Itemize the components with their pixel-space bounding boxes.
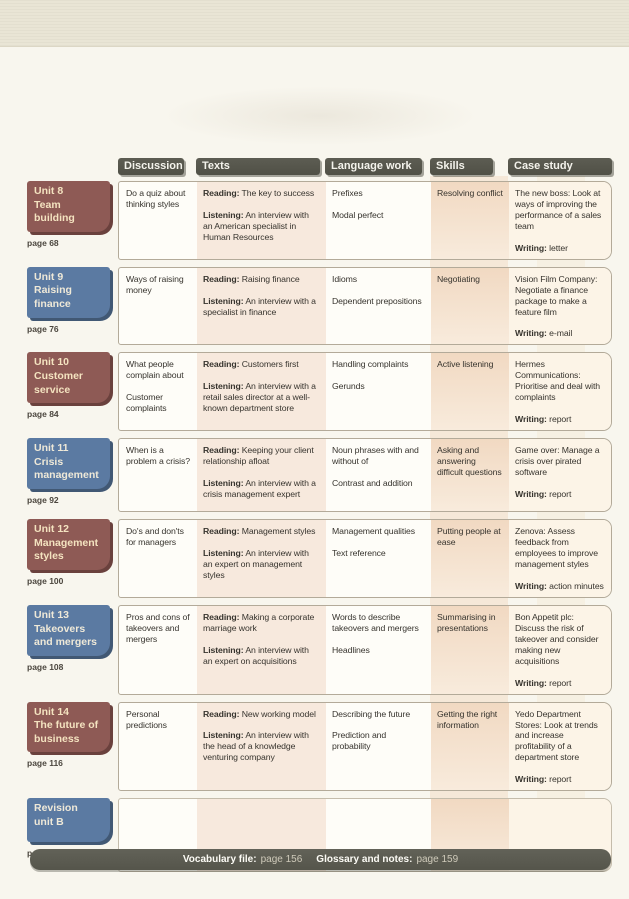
- footer-bar: Vocabulary file: page 156 Glossary and n…: [30, 849, 611, 870]
- unit-tab-column: Unit 14 The future of business page 116: [27, 701, 118, 769]
- scan-top-band: [0, 0, 629, 47]
- unit-tab-column: Unit 11 Crisis management page 92: [27, 438, 118, 505]
- cell-skills: Active listening: [431, 353, 509, 431]
- unit-tab-column: Unit 8 Team building page 68: [27, 181, 118, 248]
- cell-discussion: When is a problem a crisis?: [126, 445, 190, 467]
- column-header-texts: Texts: [196, 158, 320, 175]
- unit-row: Unit 11 Crisis management page 92 When i…: [27, 438, 612, 513]
- unit-content-box: Pros and cons of takeovers and mergers R…: [118, 604, 612, 695]
- cell-language-work: Handling complaints Gerunds: [332, 359, 409, 392]
- unit-page-number: page 84: [27, 409, 59, 420]
- cell-discussion: Do a quiz about thinking styles: [126, 188, 186, 209]
- unit-page-number: page 108: [27, 661, 64, 672]
- cell-discussion: Pros and cons of takeovers and mergers: [126, 611, 190, 644]
- cell-skills: Summarising in presentations: [431, 605, 509, 694]
- unit-page-number: page 92: [27, 495, 59, 506]
- cell-language-work: Management qualities Text reference: [332, 526, 415, 559]
- cell-language-work: Describing the future Prediction and pro…: [332, 708, 411, 752]
- contents-table: Discussion Texts Language work Skills Ca…: [27, 158, 612, 879]
- cell-case-study: Zenova: Assess feedback from employees t…: [509, 520, 611, 597]
- unit-content-box: Do a quiz about thinking styles Reading:…: [118, 181, 612, 260]
- glossary-notes-page: page 159: [416, 854, 459, 865]
- column-header-discussion: Discussion: [118, 158, 184, 175]
- unit-tab: Unit 10 Customer service: [27, 352, 110, 404]
- cell-language-work: Idioms Dependent prepositions: [332, 273, 422, 306]
- unit-tab: Unit 13 Takeovers and mergers: [27, 604, 110, 656]
- unit-tab: Unit 11 Crisis management: [27, 438, 110, 490]
- unit-page-number: page 76: [27, 323, 59, 334]
- unit-tab-column: Unit 12 Management styles page 100: [27, 519, 118, 586]
- cell-texts: Reading: The key to success Listening: A…: [197, 182, 326, 259]
- unit-tab-column: Unit 13 Takeovers and mergers page 108: [27, 604, 118, 672]
- glossary-notes-label: Glossary and notes:: [316, 854, 413, 865]
- unit-tab-column: Unit 9 Raising finance page 76: [27, 266, 118, 334]
- cell-language-work: Words to describe takeovers and mergers …: [332, 611, 419, 655]
- unit-page-number: page 116: [27, 758, 63, 769]
- unit-content-box: Do's and don'ts for managers Reading: Ma…: [118, 519, 612, 598]
- vocabulary-file-page: page 156: [260, 854, 303, 865]
- unit-content-box: Personal predictions Reading: New workin…: [118, 701, 612, 792]
- column-header-skills: Skills: [430, 158, 493, 175]
- cell-skills: Putting people at ease: [431, 520, 509, 597]
- unit-content-box: When is a problem a crisis? Reading: Kee…: [118, 438, 612, 513]
- cell-texts: Reading: Raising finance Listening: An i…: [197, 267, 326, 345]
- cell-case-study: Game over: Manage a crisis over pirated …: [509, 439, 611, 512]
- unit-tab: Unit 9 Raising finance: [27, 266, 110, 318]
- cell-texts: Reading: Customers first Listening: An i…: [197, 353, 326, 431]
- cell-texts: Reading: Management styles Listening: An…: [197, 520, 326, 597]
- cell-texts: Reading: New working model Listening: An…: [197, 702, 326, 791]
- cell-case-study: Hermes Communications: Prioritise and de…: [509, 353, 611, 431]
- cell-language-work: Prefixes Modal perfect: [332, 188, 384, 220]
- unit-tab-column: Unit 10 Customer service page 84: [27, 352, 118, 419]
- column-header-row: Discussion Texts Language work Skills Ca…: [27, 158, 612, 175]
- unit-content-box: Ways of raising money Reading: Raising f…: [118, 266, 612, 346]
- cell-texts: Reading: Keeping your client relationshi…: [197, 439, 326, 512]
- unit-row: Unit 10 Customer service page 84 What pe…: [27, 352, 612, 432]
- column-header-case-study: Case study: [508, 158, 612, 175]
- unit-tab: Unit 14 The future of business: [27, 701, 110, 753]
- unit-tab: Revision unit B: [27, 798, 110, 843]
- unit-row: Unit 14 The future of business page 116 …: [27, 701, 612, 792]
- cell-case-study: Yedo Department Stores: Look at trends a…: [509, 702, 611, 791]
- cell-case-study: Bon Appetit plc: Discuss the risk of tak…: [509, 605, 611, 694]
- cell-case-study: The new boss: Look at ways of improving …: [509, 182, 611, 259]
- page-showthrough-artifact: [160, 86, 480, 146]
- unit-row: Unit 13 Takeovers and mergers page 108 P…: [27, 604, 612, 695]
- cell-discussion: What people complain about Customer comp…: [126, 359, 184, 414]
- cell-discussion: Personal predictions: [126, 708, 167, 730]
- cell-discussion: Ways of raising money: [126, 273, 184, 295]
- unit-tab: Unit 8 Team building: [27, 181, 110, 232]
- cell-skills: Asking and answering difficult questions: [431, 439, 509, 512]
- unit-page-number: page 100: [27, 576, 64, 587]
- unit-tab: Unit 12 Management styles: [27, 519, 110, 571]
- cell-case-study: Vision Film Company: Negotiate a finance…: [509, 267, 611, 345]
- unit-row: Unit 8 Team building page 68 Do a quiz a…: [27, 181, 612, 260]
- cell-texts: Reading: Making a corporate marriage wor…: [197, 605, 326, 694]
- unit-content-box: What people complain about Customer comp…: [118, 352, 612, 432]
- cell-skills: Getting the right information: [431, 702, 509, 791]
- unit-row: Unit 12 Management styles page 100 Do's …: [27, 519, 612, 598]
- unit-row: Unit 9 Raising finance page 76 Ways of r…: [27, 266, 612, 346]
- cell-language-work: Noun phrases with and without of Contras…: [332, 445, 419, 489]
- cell-skills: Resolving conflict: [431, 182, 509, 259]
- column-header-language-work: Language work: [325, 158, 422, 175]
- unit-page-number: page 68: [27, 237, 59, 248]
- cell-discussion: Do's and don'ts for managers: [126, 526, 184, 548]
- cell-skills: Negotiating: [431, 267, 509, 345]
- unit-rows-container: Unit 8 Team building page 68 Do a quiz a…: [27, 181, 612, 873]
- vocabulary-file-label: Vocabulary file:: [182, 854, 257, 865]
